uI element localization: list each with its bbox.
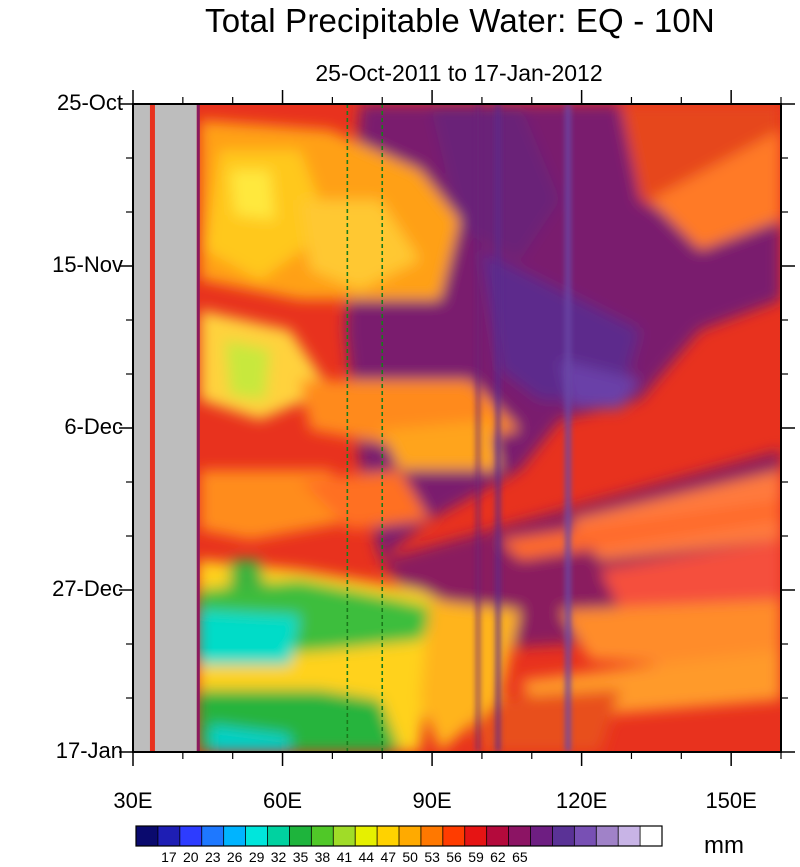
colorbar-swatch <box>596 826 619 846</box>
colorbar-level-label: 38 <box>314 849 331 865</box>
colorbar-level-label: 20 <box>183 849 199 865</box>
x-tick-label: 90E <box>412 788 452 813</box>
colorbar-level-label: 44 <box>358 849 375 865</box>
tpw-region <box>470 690 620 752</box>
reference-lines <box>346 104 384 752</box>
colorbar-unit: mm <box>704 832 744 859</box>
colorbar-level-label: 41 <box>336 849 353 865</box>
tpw-region <box>380 420 500 470</box>
edge-strip <box>196 104 200 752</box>
tpw-region <box>480 250 640 400</box>
y-tick-label: 6-Dec <box>64 414 123 439</box>
tpw-region <box>430 104 560 260</box>
colorbar-swatch <box>399 826 422 846</box>
tpw-region <box>420 600 520 752</box>
colorbar-swatch <box>245 826 268 846</box>
colorbar-swatch <box>420 826 444 846</box>
colorbar-swatch <box>223 826 246 846</box>
colorbar-level-label: 53 <box>424 849 440 865</box>
x-tick-label: 60E <box>262 788 303 813</box>
y-tick-label: 15-Nov <box>52 252 123 277</box>
colorbar-level-label: 62 <box>490 849 506 865</box>
tpw-region <box>560 360 640 410</box>
y-tick-label: 27-Dec <box>52 576 123 601</box>
tpw-region <box>230 560 265 590</box>
colorbar <box>135 825 663 847</box>
colorbar-swatch <box>136 826 159 846</box>
x-tick-label: 30E <box>113 788 153 813</box>
colorbar-swatch <box>574 826 597 846</box>
tpw-region <box>225 340 270 400</box>
y-tick-label: 17-Jan <box>55 738 123 763</box>
y-tick-label: 25-Oct <box>56 90 123 115</box>
colorbar-swatch <box>377 826 400 846</box>
tpw-region <box>600 540 781 610</box>
colorbar-level-label: 35 <box>292 849 309 865</box>
missing-data-band <box>154 104 197 752</box>
colorbar-level-label: 23 <box>204 849 221 865</box>
tpw-region <box>300 470 430 530</box>
tpw-region <box>230 170 275 220</box>
colorbar-level-label: 56 <box>446 849 462 865</box>
colorbar-level-label: 29 <box>248 849 265 865</box>
colorbar-swatch <box>311 826 334 846</box>
colorbar-level-label: 26 <box>226 849 243 865</box>
chart-title: Total Precipitable Water: EQ - 10N <box>205 2 715 39</box>
colorbar-level-label: 59 <box>468 849 484 865</box>
coastal-strip <box>150 104 155 752</box>
colorbar-swatch <box>618 826 641 846</box>
missing-data-band <box>133 104 150 752</box>
colorbar-swatch <box>530 826 553 846</box>
colorbar-swatch <box>486 826 509 846</box>
axis-ticks <box>119 90 795 766</box>
colorbar-level-label: 17 <box>161 849 177 865</box>
tpw-region <box>650 130 781 250</box>
x-tick-label: 120E <box>555 788 608 813</box>
colorbar-level-label: 65 <box>512 849 528 865</box>
tpw-region <box>560 600 781 670</box>
colorbar-frame <box>135 825 663 847</box>
x-tick-label: 150E <box>705 788 757 813</box>
colorbar-swatch <box>201 826 225 846</box>
tpw-field <box>133 104 781 752</box>
colorbar-swatch <box>289 826 312 846</box>
tpw-region <box>300 200 420 290</box>
colorbar-swatch <box>333 826 356 846</box>
colorbar-swatch <box>355 826 378 846</box>
colorbar-swatch <box>552 826 575 846</box>
colorbar-swatch <box>179 826 203 846</box>
colorbar-level-label: 32 <box>270 849 287 865</box>
colorbar-swatch <box>157 826 181 846</box>
colorbar-level-label: 50 <box>402 849 418 865</box>
tpw-region <box>210 725 290 752</box>
colorbar-swatch <box>640 826 663 846</box>
colorbar-swatch <box>464 826 488 846</box>
colorbar-swatch <box>442 826 466 846</box>
chart-subtitle: 25-Oct-2011 to 17-Jan-2012 <box>315 60 603 86</box>
colorbar-level-label: 47 <box>380 849 397 865</box>
colorbar-swatch <box>508 826 531 846</box>
tpw-region <box>198 610 300 665</box>
colorbar-swatch <box>267 826 290 846</box>
